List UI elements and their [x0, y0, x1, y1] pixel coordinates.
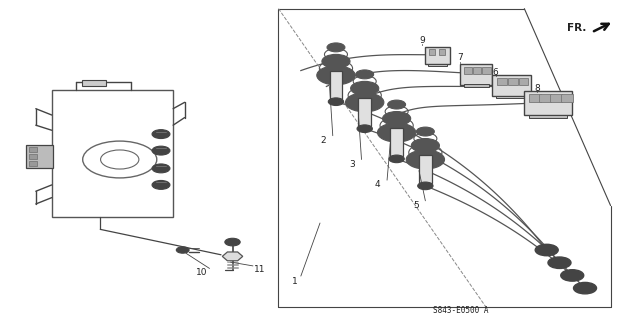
Bar — [29, 161, 37, 166]
Circle shape — [351, 81, 379, 95]
Bar — [524, 91, 572, 115]
Circle shape — [418, 182, 433, 190]
Bar — [483, 67, 490, 73]
Text: S843-E0500 A: S843-E0500 A — [433, 306, 488, 315]
Text: 11: 11 — [253, 264, 265, 274]
Bar — [29, 154, 37, 159]
Text: FR.: FR. — [567, 23, 586, 33]
Circle shape — [417, 127, 435, 136]
Bar — [419, 155, 432, 183]
Circle shape — [322, 54, 350, 68]
Circle shape — [412, 138, 440, 152]
Circle shape — [152, 181, 170, 189]
Text: 5: 5 — [413, 201, 419, 210]
Bar — [497, 78, 507, 85]
Bar — [29, 147, 37, 152]
Bar — [426, 47, 450, 64]
Circle shape — [388, 100, 406, 109]
Bar — [496, 96, 527, 99]
Circle shape — [378, 123, 416, 142]
Bar — [82, 80, 106, 86]
Circle shape — [573, 282, 596, 294]
Bar — [330, 70, 342, 99]
Circle shape — [317, 66, 355, 85]
Bar — [540, 94, 552, 102]
Circle shape — [406, 150, 445, 169]
Polygon shape — [222, 252, 243, 261]
Bar — [464, 67, 472, 73]
Text: 8: 8 — [534, 84, 540, 93]
Circle shape — [357, 125, 372, 132]
Bar — [52, 90, 173, 217]
Bar — [358, 98, 371, 126]
Circle shape — [548, 257, 571, 269]
Bar — [529, 115, 568, 118]
Bar — [508, 78, 518, 85]
Bar — [439, 49, 445, 55]
Bar — [428, 64, 447, 66]
Circle shape — [389, 155, 404, 163]
Circle shape — [346, 93, 384, 112]
Circle shape — [225, 238, 240, 246]
Circle shape — [383, 112, 411, 125]
Circle shape — [152, 130, 170, 138]
Circle shape — [327, 43, 345, 52]
Bar — [464, 85, 489, 87]
Circle shape — [328, 98, 344, 106]
Circle shape — [152, 164, 170, 173]
Bar — [429, 49, 435, 55]
Bar — [550, 94, 562, 102]
Text: 9: 9 — [419, 36, 425, 45]
Bar — [492, 75, 531, 96]
Circle shape — [152, 146, 170, 155]
Bar — [561, 94, 573, 102]
Text: 4: 4 — [374, 181, 380, 189]
Circle shape — [356, 70, 374, 79]
Text: 6: 6 — [493, 68, 499, 77]
Bar — [390, 128, 403, 156]
Bar — [529, 94, 541, 102]
Circle shape — [561, 270, 584, 281]
Circle shape — [176, 247, 189, 253]
Bar — [461, 64, 492, 85]
Bar — [473, 67, 481, 73]
Text: 1: 1 — [292, 277, 298, 286]
Text: 7: 7 — [458, 53, 463, 62]
Circle shape — [535, 244, 558, 256]
Bar — [518, 78, 529, 85]
Text: 10: 10 — [196, 268, 207, 277]
Text: 3: 3 — [349, 160, 355, 169]
Text: 2: 2 — [321, 136, 326, 145]
Bar — [26, 145, 53, 168]
